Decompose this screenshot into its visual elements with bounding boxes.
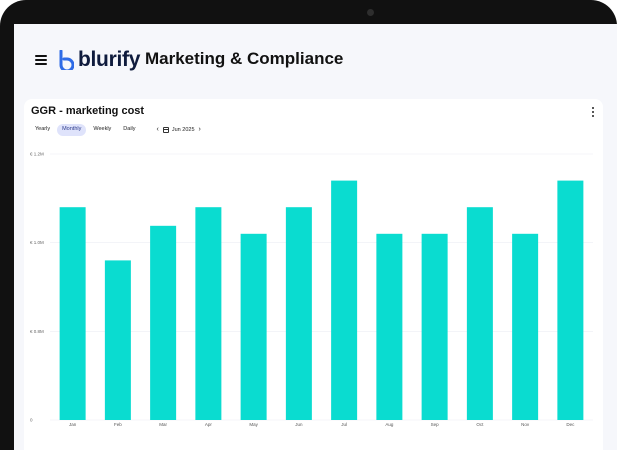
x-tick-label: Sep <box>431 422 440 427</box>
bar-may[interactable] <box>240 233 267 420</box>
date-navigator: ‹ Jun 2025 › <box>157 126 201 133</box>
x-tick-label: Mar <box>159 422 167 427</box>
bar-jul[interactable] <box>331 180 358 420</box>
period-yearly[interactable]: Yearly <box>35 126 51 132</box>
calendar-icon <box>162 126 169 133</box>
y-tick-label: € 1.0M <box>30 240 44 245</box>
x-tick-label: Apr <box>205 422 213 427</box>
bar-sep[interactable] <box>421 233 448 420</box>
bar-chart: 0 € 0.8M € 1.0M € 1.2M Jan Feb Mar Apr May Jun Jul… <box>30 152 593 427</box>
y-tick-label: € 1.2M <box>30 152 44 157</box>
ggr-chart-card: GGR - marketing cost Yearly Monthly Week… <box>24 99 603 450</box>
x-tick-label: Aug <box>385 422 394 427</box>
y-tick-label: 0 <box>30 418 33 423</box>
period-daily[interactable]: Daily <box>123 126 136 132</box>
bar-apr[interactable] <box>195 207 222 420</box>
brand-name: blurify <box>78 48 141 71</box>
bar-feb[interactable] <box>104 260 131 420</box>
app-header: blurify Marketing & Compliance <box>14 24 617 98</box>
app-screen: blurify Marketing & Compliance GGR - mar… <box>14 24 617 450</box>
bar-aug[interactable] <box>376 233 403 420</box>
x-tick-label: Feb <box>114 422 122 427</box>
bar-oct[interactable] <box>466 207 493 420</box>
camera-dot <box>367 9 374 16</box>
bar-nov[interactable] <box>512 233 539 420</box>
x-tick-label: Jun <box>295 422 303 427</box>
x-tick-label: Dec <box>566 422 575 427</box>
card-title: GGR - marketing cost <box>31 105 145 117</box>
bar-mar[interactable] <box>150 225 177 420</box>
y-tick-label: € 0.8M <box>30 329 44 334</box>
x-tick-label: May <box>249 422 258 427</box>
x-tick-label: Jan <box>69 422 77 427</box>
period-monthly[interactable]: Monthly <box>57 124 87 136</box>
bar-jun[interactable] <box>285 207 312 420</box>
hamburger-icon[interactable] <box>35 55 47 65</box>
x-tick-label: Jul <box>341 422 347 427</box>
page-title: Marketing & Compliance <box>145 49 344 68</box>
chart-controls: Yearly Monthly Weekly Daily ‹ Jun 2025 › <box>30 124 201 136</box>
x-tick-label: Nov <box>521 422 530 427</box>
brand-logo[interactable]: blurify <box>58 48 140 72</box>
bar-dec[interactable] <box>557 180 584 420</box>
chevron-left-icon[interactable]: ‹ <box>156 126 159 134</box>
date-label: Jun 2025 <box>171 126 195 133</box>
chevron-right-icon[interactable]: › <box>198 126 201 134</box>
blurify-logo-icon <box>59 50 74 70</box>
x-tick-label: Oct <box>476 422 484 427</box>
more-vertical-icon[interactable] <box>591 107 595 117</box>
bar-jan[interactable] <box>59 207 86 420</box>
date-picker[interactable]: Jun 2025 <box>162 126 195 133</box>
period-weekly[interactable]: Weekly <box>93 126 112 132</box>
